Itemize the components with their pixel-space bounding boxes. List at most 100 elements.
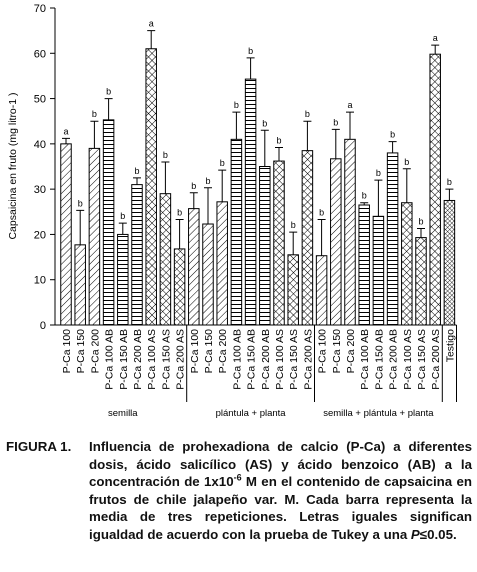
- x-tick-label: P-Ca 200 AB: [388, 329, 400, 390]
- bar: [60, 143, 72, 326]
- x-tick-label: P-Ca 150 AB: [118, 329, 130, 390]
- y-tick-label: 0: [40, 320, 46, 332]
- error-bar: [346, 111, 354, 140]
- bar: [443, 199, 456, 326]
- x-tick-label: P-Ca 100 AB: [231, 329, 243, 390]
- y-tick-label: 10: [34, 275, 46, 287]
- significance-letter: b: [248, 46, 253, 56]
- error-bar: [289, 231, 298, 255]
- group-label: plántula + planta: [216, 408, 287, 419]
- caption-segment: P: [410, 526, 420, 542]
- error-bar: [232, 111, 241, 140]
- bar: [386, 152, 399, 326]
- error-bar: [218, 169, 227, 202]
- y-tick-label: 30: [34, 184, 46, 196]
- bar: [273, 160, 285, 326]
- x-tick-label: P-Ca 150: [331, 329, 343, 374]
- error-bar: [374, 179, 383, 217]
- significance-letter: b: [404, 157, 409, 167]
- error-bar: [90, 120, 99, 149]
- error-bar: [431, 44, 440, 55]
- error-bar: [417, 228, 425, 238]
- x-tick-label: P-Ca 100: [317, 329, 329, 374]
- caption-segment: Influencia de prohexadiona de calcio (P-…: [89, 439, 472, 489]
- significance-letter: b: [191, 181, 196, 191]
- bar: [173, 248, 186, 326]
- group-label: semilla: [108, 408, 138, 419]
- caption-segment: M en el contenido de capsaicina en fruto…: [89, 474, 472, 542]
- bar: [131, 184, 143, 326]
- significance-letter: b: [134, 166, 139, 176]
- significance-letter: b: [276, 135, 281, 145]
- x-tick-label: P-Ca 100 AB: [359, 329, 371, 390]
- bar: [145, 48, 157, 326]
- significance-letter: a: [433, 33, 438, 43]
- bar: [102, 119, 115, 326]
- y-tick-label: 70: [34, 3, 46, 15]
- bar: [330, 158, 342, 326]
- y-tick-label: 60: [34, 48, 46, 60]
- significance-letter: b: [177, 207, 182, 217]
- error-bar: [303, 120, 312, 151]
- error-bar: [104, 98, 113, 120]
- caption-label: FIGURA 1.: [6, 439, 72, 454]
- bar: [401, 202, 413, 326]
- bar: [344, 138, 356, 326]
- significance-letter: b: [205, 176, 210, 186]
- x-tick-label: P-Ca 100 AS: [146, 329, 158, 390]
- x-tick-label: P-Ca 200: [89, 329, 101, 374]
- significance-letter: b: [120, 211, 125, 221]
- significance-letter: b: [220, 158, 225, 168]
- bar: [74, 244, 86, 326]
- error-bar: [331, 128, 340, 159]
- x-tick-label: P-Ca 150 AB: [246, 329, 258, 390]
- bar: [287, 254, 299, 326]
- bar: [230, 138, 243, 326]
- caption-segment: ≤0.05.: [419, 526, 457, 542]
- x-tick-label: P-Ca 100: [61, 329, 73, 374]
- error-bar: [445, 188, 454, 201]
- x-tick-label: P-Ca 200 AS: [430, 329, 442, 390]
- significance-letter: b: [376, 168, 381, 178]
- significance-letter: b: [418, 217, 423, 227]
- significance-letter: b: [362, 191, 367, 201]
- group-label: semilla + plántula + planta: [323, 408, 434, 419]
- significance-letter: b: [163, 150, 168, 160]
- x-tick-label: P-Ca 150 AB: [373, 329, 385, 390]
- x-tick-label: P-Ca 100 AB: [104, 329, 116, 390]
- error-bar: [133, 177, 141, 185]
- x-tick-label: Testigo: [444, 329, 456, 362]
- significance-letter: b: [92, 109, 97, 119]
- x-tick-label: P-Ca 100 AS: [402, 329, 414, 390]
- error-bar: [246, 57, 255, 80]
- x-tick-label: P-Ca 150 AS: [160, 329, 172, 390]
- y-tick-label: 40: [34, 139, 46, 151]
- bar: [315, 255, 328, 326]
- bar: [159, 193, 172, 326]
- bar: [372, 215, 385, 326]
- caption-text: Influencia de prohexadiona de calcio (P-…: [89, 438, 472, 543]
- bar: [244, 78, 257, 326]
- x-tick-label: P-Ca 150 AS: [288, 329, 300, 390]
- significance-letter: b: [305, 109, 310, 119]
- error-bar: [360, 202, 369, 205]
- error-bar: [76, 209, 85, 245]
- significance-letter: b: [447, 177, 452, 187]
- x-tick-label: P-Ca 200 AB: [132, 329, 144, 390]
- error-bar: [402, 168, 411, 203]
- y-tick-label: 20: [34, 229, 46, 241]
- x-tick-label: P-Ca 100 AS: [274, 329, 286, 390]
- error-bar: [204, 187, 212, 225]
- x-tick-label: P-Ca 200 AB: [260, 329, 272, 390]
- caption: FIGURA 1. Influencia de prohexadiona de c…: [6, 438, 472, 543]
- significance-letter: b: [390, 130, 395, 140]
- x-tick-label: P-Ca 150 AS: [416, 329, 428, 390]
- significance-letter: a: [63, 126, 68, 136]
- bar: [117, 233, 129, 326]
- significance-letter: b: [291, 220, 296, 230]
- bar: [301, 150, 314, 326]
- x-tick-label: P-Ca 200 AS: [175, 329, 187, 390]
- significance-letter: b: [319, 207, 324, 217]
- significance-letter: b: [78, 198, 83, 208]
